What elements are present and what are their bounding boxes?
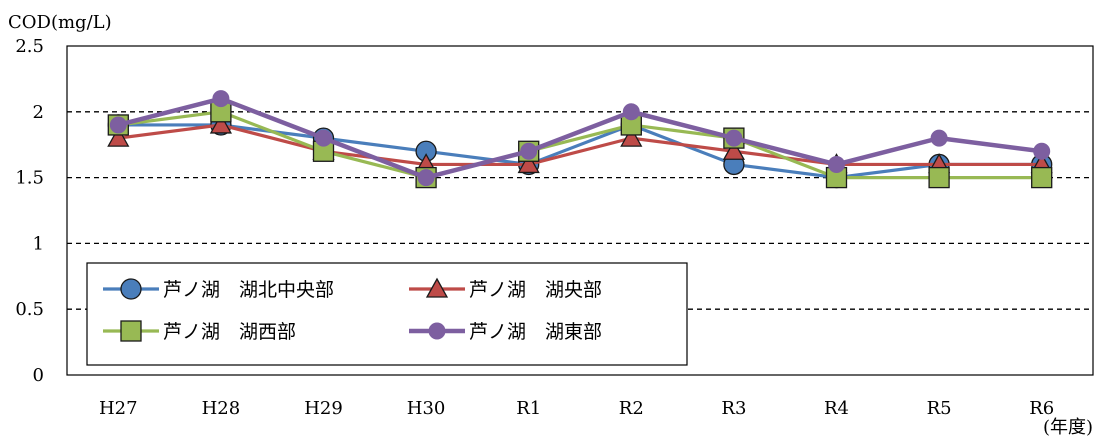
axes <box>66 45 1094 376</box>
series-line <box>117 96 1042 180</box>
y-tick-label: 0.5 <box>15 299 44 320</box>
x-tick-label: H29 <box>304 398 343 419</box>
series-lines <box>107 90 1053 189</box>
triangle-marker <box>722 139 746 160</box>
x-tick-label: H28 <box>202 398 241 419</box>
legend-box <box>86 262 688 366</box>
x-tick-label: H27 <box>99 398 138 419</box>
square-marker <box>120 320 142 342</box>
circle-marker <box>417 169 435 187</box>
circle-marker <box>1033 142 1051 160</box>
square-marker <box>928 166 950 189</box>
x-axis-unit-label: (年度) <box>1043 417 1093 438</box>
x-tick-label: R6 <box>1029 398 1054 419</box>
circle-marker <box>120 278 142 300</box>
legend-label: 芦ノ湖 湖央部 <box>469 279 602 301</box>
y-tick-labels: 0 0.5 1 1.5 2 2.5 <box>15 36 44 386</box>
y-tick-label: 2.5 <box>15 36 44 57</box>
circle-marker <box>828 155 845 173</box>
circle-marker <box>520 142 538 160</box>
y-tick-label: 0 <box>33 365 44 386</box>
triangle-marker <box>517 153 540 174</box>
circle-marker <box>930 129 948 147</box>
circle-marker <box>109 116 127 134</box>
circle-marker <box>725 129 743 147</box>
legend-entry: 芦ノ湖 湖西部 <box>103 320 296 343</box>
circle-marker <box>622 103 640 121</box>
y-tick-label: 1.5 <box>15 168 44 189</box>
x-tick-label: R5 <box>927 398 952 419</box>
x-tick-label: H30 <box>407 398 446 419</box>
x-tick-labels: H27 H28 H29 H30 R1 R2 R3 R4 R5 R6 <box>99 398 1054 419</box>
legend-label: 芦ノ湖 湖北中央部 <box>163 279 334 301</box>
circle-marker <box>212 90 230 108</box>
x-tick-label: R4 <box>824 398 849 419</box>
y-axis-label: COD(mg/L) <box>8 12 112 33</box>
circle-marker <box>315 129 332 147</box>
legend-entry: 芦ノ湖 湖北中央部 <box>103 278 334 301</box>
legend-label: 芦ノ湖 湖西部 <box>163 321 296 343</box>
series-line <box>118 110 1042 180</box>
x-tick-label: R2 <box>619 398 644 419</box>
plot-frame <box>66 45 1094 376</box>
x-tick-label: R1 <box>516 398 541 419</box>
triangle-marker <box>209 113 233 134</box>
x-tick-label: R3 <box>721 398 746 419</box>
circle-marker <box>428 322 446 340</box>
y-tick-label: 1 <box>33 233 44 254</box>
legend-label: 芦ノ湖 湖東部 <box>469 321 602 343</box>
y-tick-label: 2 <box>33 102 44 123</box>
triangle-marker <box>425 277 449 298</box>
series-line <box>118 123 1042 167</box>
square-marker <box>1031 166 1053 189</box>
legend-entry: 芦ノ湖 湖央部 <box>409 277 602 301</box>
series <box>109 90 1051 187</box>
triangle-marker <box>620 126 643 147</box>
legend-entry: 芦ノ湖 湖東部 <box>409 321 602 343</box>
triangle-marker <box>107 126 130 147</box>
